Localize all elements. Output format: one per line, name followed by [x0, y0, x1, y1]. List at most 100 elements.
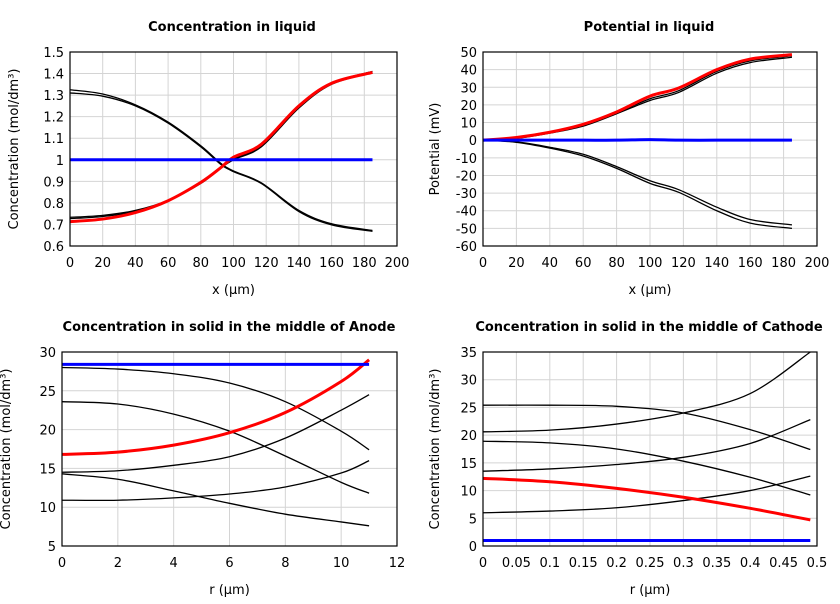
series-line-2: [69, 92, 373, 232]
x-tick-label: 2: [114, 556, 122, 571]
y-tick-label: -40: [456, 205, 477, 220]
subplot-4: 0 0.05 0.1 0.15 0.2 0.25 0.3 0.35 0.4 0.45 0.5 0 5 10…: [428, 320, 827, 598]
y-tick-label: 10: [460, 117, 477, 132]
plot-frame: [69, 51, 398, 247]
series-line-5: [69, 71, 373, 224]
x-tick-label: 40: [542, 256, 559, 271]
series-line-2: [482, 351, 811, 433]
x-tick-label: 0.45: [769, 556, 798, 571]
chart-title: Concentration in liquid: [148, 20, 316, 35]
x-tick-label: 180: [771, 256, 796, 271]
y-axis-label: Concentration (mol/dm³): [428, 369, 443, 530]
y-tick-label: 20: [460, 99, 477, 114]
x-tick-label: 100: [221, 256, 246, 271]
x-tick-label: 180: [352, 256, 377, 271]
x-tick-label: 100: [638, 256, 663, 271]
y-tick-label: 50: [460, 46, 477, 61]
y-tick-label: 15: [460, 457, 477, 472]
series-line-5: [482, 475, 811, 514]
x-tick-label: 80: [193, 256, 210, 271]
y-axis-label: Concentration (mol/dm³): [0, 369, 14, 530]
y-axis-label: Concentration (mol/dm³): [7, 69, 22, 230]
y-tick-label: 0.8: [43, 197, 64, 212]
x-tick-label: 0.15: [569, 556, 598, 571]
x-tick-label: 120: [254, 256, 279, 271]
y-tick-label: 0: [469, 134, 477, 149]
x-tick-label: 6: [225, 556, 233, 571]
x-axis-label: x (µm): [212, 283, 255, 298]
y-tick-label: -20: [456, 169, 477, 184]
y-tick-label: 1: [56, 154, 64, 169]
y-tick-label: 0.6: [43, 240, 64, 255]
subplot-2: 0 20 40 60 80 100 120 140 160 180 200-60-50-40-30-…: [428, 20, 829, 298]
y-tick-label: 25: [460, 401, 477, 416]
y-tick-label: 1.4: [43, 68, 64, 83]
series-line-3: [69, 70, 373, 218]
x-tick-label: 8: [281, 556, 289, 571]
x-tick-label: 140: [286, 256, 311, 271]
x-tick-label: 20: [94, 256, 111, 271]
x-tick-label: 12: [389, 556, 406, 571]
y-tick-label: 1.3: [43, 89, 64, 104]
y-tick-label: 0.7: [43, 218, 64, 233]
plot-frame: [482, 51, 818, 247]
series-line-1: [61, 366, 370, 451]
x-tick-label: 40: [127, 256, 144, 271]
series-line-2: [61, 401, 370, 494]
y-tick-label: 10: [460, 485, 477, 500]
x-axis-label: r (µm): [209, 583, 250, 598]
y-tick-label: 30: [460, 374, 477, 389]
y-axis-label: Potential (mV): [428, 103, 443, 196]
series-line-6: [482, 476, 811, 522]
y-tick-label: 30: [39, 346, 56, 361]
x-tick-label: 60: [575, 256, 592, 271]
y-tick-label: 1.1: [43, 132, 64, 147]
series-line-1: [482, 404, 811, 451]
y-tick-label: 30: [460, 81, 477, 96]
plot-frame: [61, 351, 398, 547]
x-tick-label: 0.35: [702, 556, 731, 571]
series-line-5: [482, 53, 793, 142]
y-tick-label: -30: [456, 187, 477, 202]
series-line-3: [482, 139, 793, 226]
x-axis-label: x (µm): [629, 283, 672, 298]
x-tick-label: 0.1: [539, 556, 560, 571]
y-tick-label: 5: [48, 540, 56, 555]
x-tick-label: 80: [608, 256, 625, 271]
y-tick-label: 1.2: [43, 111, 64, 126]
subplot-1: 0 20 40 60 80 100 120 140 160 180 200 0.6 0.7 0.8 0.9 1…: [7, 20, 409, 298]
subplot-3: 0 2 4 6 8 10 12 5 10 15 20 25 30 Concentration in sol…: [0, 320, 405, 598]
y-tick-label: 20: [39, 424, 56, 439]
x-tick-label: 0.4: [740, 556, 761, 571]
y-tick-label: 1.5: [43, 46, 64, 61]
series-line-2: [482, 55, 793, 141]
series-line-6: [61, 358, 371, 456]
series-line-3: [61, 394, 370, 473]
x-tick-label: 20: [508, 256, 525, 271]
x-tick-label: 0.3: [673, 556, 694, 571]
chart-title: Concentration in solid in the middle of …: [475, 320, 823, 335]
series-line-4: [482, 139, 793, 230]
chart-title: Concentration in solid in the middle of …: [63, 320, 396, 335]
x-tick-label: 140: [704, 256, 729, 271]
y-tick-label: 35: [460, 346, 477, 361]
series-line-5: [61, 460, 370, 502]
x-tick-label: 0: [479, 256, 487, 271]
x-tick-label: 0.25: [636, 556, 665, 571]
x-tick-label: 0: [58, 556, 66, 571]
y-tick-label: 0.9: [43, 175, 64, 190]
x-tick-label: 120: [671, 256, 696, 271]
y-tick-label: 5: [469, 512, 477, 527]
y-tick-label: 10: [39, 501, 56, 516]
y-tick-label: -50: [456, 222, 477, 237]
y-tick-label: 40: [460, 64, 477, 79]
x-tick-label: 0.5: [807, 556, 828, 571]
series-line-1: [69, 89, 373, 232]
x-tick-label: 4: [170, 556, 178, 571]
x-tick-label: 200: [805, 256, 830, 271]
x-tick-label: 160: [319, 256, 344, 271]
x-tick-label: 200: [385, 256, 410, 271]
series-line-6: [482, 138, 792, 142]
x-axis-label: r (µm): [630, 583, 671, 598]
